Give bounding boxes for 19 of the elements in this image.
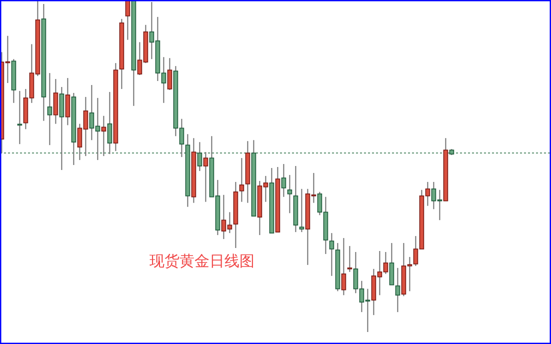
candlestick	[239, 158, 244, 202]
candlestick	[287, 174, 292, 214]
candlestick	[341, 238, 346, 296]
candlestick	[389, 242, 394, 286]
candlestick	[197, 142, 202, 172]
candlestick	[107, 91, 112, 155]
annotation: 现货黄金日线图	[150, 252, 254, 270]
candlestick	[101, 115, 106, 157]
candlestick	[53, 78, 58, 124]
candlestick	[347, 246, 352, 272]
candlestick	[329, 232, 334, 276]
candlestick	[59, 86, 64, 170]
candlestick	[395, 267, 400, 313]
candlestick	[299, 188, 304, 233]
candlestick	[47, 72, 52, 146]
candlestick	[167, 58, 172, 90]
candlestick	[203, 152, 208, 202]
candlestick	[281, 164, 286, 198]
candlestick	[65, 78, 70, 126]
